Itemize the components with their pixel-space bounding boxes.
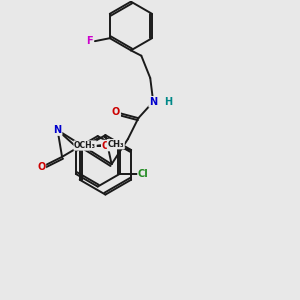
Text: O: O xyxy=(112,107,120,117)
Text: H: H xyxy=(164,97,172,107)
Text: CH₃: CH₃ xyxy=(107,140,124,149)
Text: O: O xyxy=(37,162,45,172)
Text: N: N xyxy=(149,97,157,107)
Text: F: F xyxy=(86,36,93,46)
Text: Cl: Cl xyxy=(138,169,149,179)
Text: OCH₃: OCH₃ xyxy=(74,141,96,150)
Text: O: O xyxy=(102,140,110,151)
Text: N: N xyxy=(53,125,62,135)
